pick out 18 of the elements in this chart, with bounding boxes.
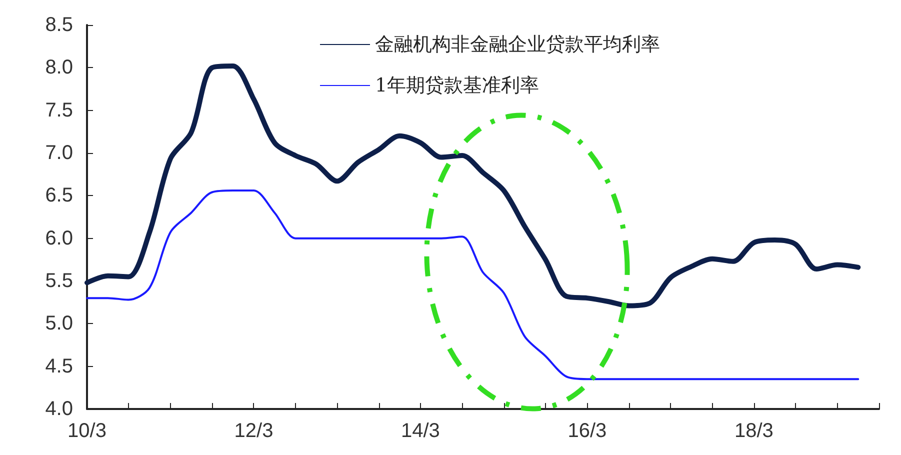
y-tick-label: 7.0 — [45, 142, 73, 164]
x-tick-label: 12/3 — [234, 420, 274, 442]
x-tick-label: 18/3 — [734, 420, 774, 442]
y-tick-label: 4.0 — [45, 398, 73, 420]
y-tick-label: 4.5 — [45, 355, 73, 378]
line-series — [86, 190, 860, 380]
y-tick-label: 6.0 — [45, 227, 73, 250]
y-tick-label: 5.5 — [45, 270, 73, 292]
legend-label: 1年期贷款基准利率 — [375, 74, 540, 96]
x-tick-label: 10/3 — [68, 420, 106, 442]
y-tick-label: 8.5 — [45, 14, 73, 36]
y-tick-label: 8.0 — [45, 56, 73, 79]
legend-label: 金融机构非金融企业贷款平均利率 — [375, 34, 660, 56]
y-tick-label: 7.5 — [45, 99, 73, 122]
y-tick-label: 5.0 — [45, 312, 73, 335]
y-tick-label: 6.5 — [45, 184, 73, 207]
x-tick-label: 16/3 — [568, 420, 607, 442]
x-tick-label: 14/3 — [401, 420, 440, 442]
